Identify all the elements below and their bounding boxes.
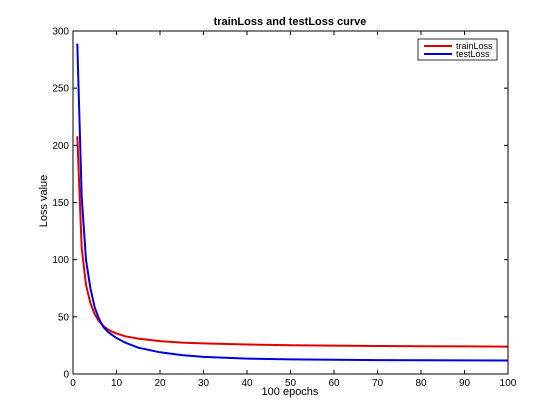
series-line-trainLoss <box>76 136 509 348</box>
y-tick-label: 100 <box>52 255 69 266</box>
x-tick-label: 50 <box>285 378 297 389</box>
x-tick-label: 60 <box>328 378 340 389</box>
y-tick-label: 300 <box>52 27 69 38</box>
legend-label-trainLoss: trainLoss <box>456 41 493 51</box>
plot-area: 0 10 20 30 40 50 60 70 80 90 100 0 50 100 150 200 250 300… <box>52 27 516 390</box>
legend-label-testLoss: testLoss <box>456 49 490 59</box>
y-axis-title: Loss value <box>38 175 50 228</box>
y-tick-label: 200 <box>52 141 69 152</box>
y-tick-label: 150 <box>52 198 69 209</box>
x-tick-label: 100 <box>500 378 517 389</box>
x-tick-label: 0 <box>70 378 76 389</box>
x-tick-label: 20 <box>154 378 166 389</box>
x-axis-title: 100 epochs <box>262 386 319 398</box>
series-line-testLoss <box>76 43 509 362</box>
x-tick-label: 30 <box>198 378 210 389</box>
chart-title: trainLoss and testLoss curve <box>214 16 367 28</box>
x-tick-label: 80 <box>415 378 427 389</box>
x-tick-label: 70 <box>372 378 384 389</box>
y-tick-label: 0 <box>63 370 69 381</box>
y-tick-label: 50 <box>58 312 70 323</box>
x-tick-label: 10 <box>111 378 123 389</box>
x-tick-label: 40 <box>241 378 253 389</box>
x-tick-label: 90 <box>459 378 471 389</box>
y-tick-label: 250 <box>52 84 69 95</box>
